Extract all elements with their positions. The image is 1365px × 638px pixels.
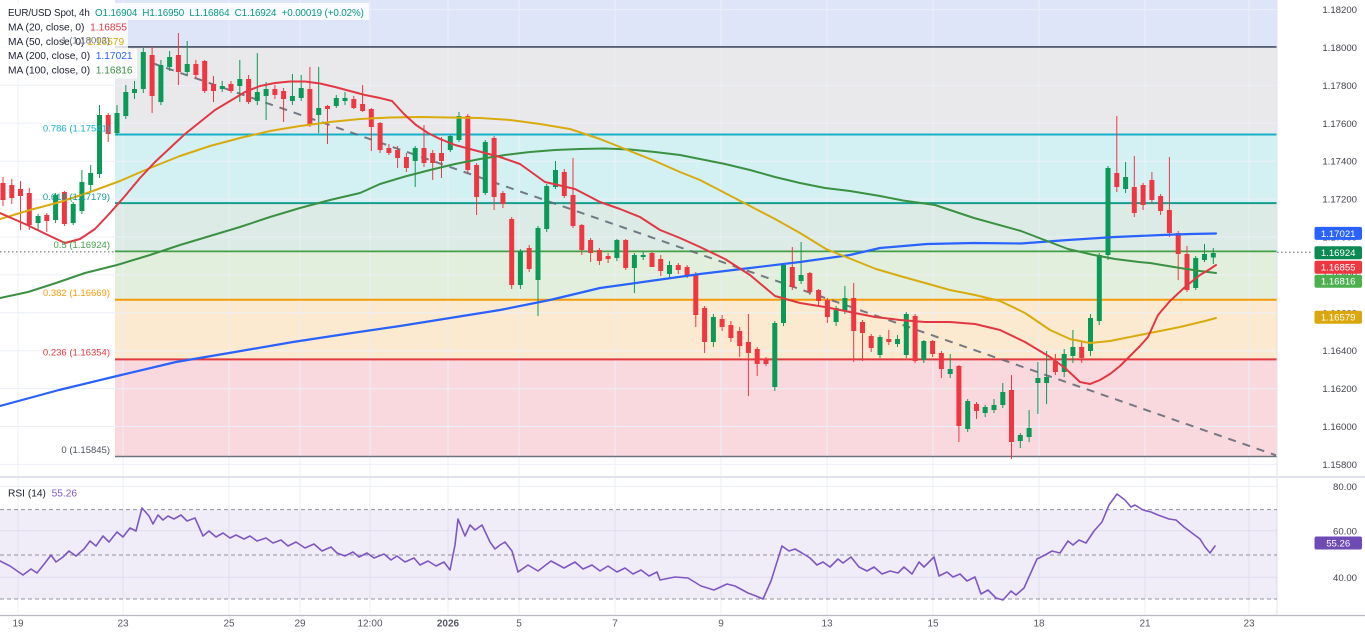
svg-text:1.18200: 1.18200	[1322, 5, 1357, 16]
svg-text:13: 13	[821, 619, 833, 630]
svg-text:1.17400: 1.17400	[1322, 157, 1357, 168]
svg-text:80.00: 80.00	[1333, 482, 1357, 493]
svg-text:0.382 (1.16669): 0.382 (1.16669)	[43, 288, 110, 299]
svg-text:18: 18	[1033, 619, 1045, 630]
svg-text:1.16579: 1.16579	[1321, 313, 1356, 324]
svg-text:15: 15	[927, 619, 939, 630]
svg-text:55.26: 55.26	[1326, 538, 1350, 549]
svg-text:1.18000: 1.18000	[1322, 43, 1357, 54]
svg-text:25: 25	[223, 619, 235, 630]
svg-text:MA (100, close, 0) 1.16816: MA (100, close, 0) 1.16816	[8, 65, 133, 76]
svg-text:1.16816: 1.16816	[1321, 277, 1356, 288]
svg-text:0.618 (1.17179): 0.618 (1.17179)	[43, 192, 110, 203]
svg-text:1.16855: 1.16855	[1321, 263, 1356, 274]
svg-text:9: 9	[718, 619, 724, 630]
svg-text:1.17800: 1.17800	[1322, 81, 1357, 92]
svg-text:12:00: 12:00	[357, 619, 382, 630]
svg-text:MA (200, close, 0) 1.17021: MA (200, close, 0) 1.17021	[8, 51, 133, 62]
svg-text:0 (1.15845): 0 (1.15845)	[61, 445, 110, 456]
svg-text:60.00: 60.00	[1333, 526, 1357, 537]
svg-text:MA (20, close, 0) 1.16855: MA (20, close, 0) 1.16855	[8, 23, 127, 34]
svg-text:21: 21	[1139, 619, 1151, 630]
svg-text:MA (50, close, 0) 1.16579: MA (50, close, 0) 1.16579	[8, 37, 124, 48]
svg-text:1.16200: 1.16200	[1322, 384, 1357, 395]
svg-text:23: 23	[117, 619, 129, 630]
svg-text:1.15800: 1.15800	[1322, 460, 1357, 471]
svg-text:0.236 (1.16354): 0.236 (1.16354)	[43, 348, 110, 359]
svg-text:19: 19	[12, 619, 24, 630]
svg-text:40.00: 40.00	[1333, 573, 1357, 584]
svg-text:1.16400: 1.16400	[1322, 346, 1357, 357]
svg-text:29: 29	[294, 619, 306, 630]
svg-text:RSI (14) 55.26: RSI (14) 55.26	[8, 489, 77, 500]
svg-text:1.17021: 1.17021	[1321, 229, 1356, 240]
svg-text:1.16000: 1.16000	[1322, 422, 1357, 433]
svg-text:0.5 (1.16924): 0.5 (1.16924)	[53, 240, 110, 251]
svg-text:23: 23	[1243, 619, 1255, 630]
svg-text:EUR/USD Spot, 4h O1.16904 H1: EUR/USD Spot, 4h O1.16904 H1.16950 L1.16…	[8, 8, 364, 19]
svg-text:1.17600: 1.17600	[1322, 119, 1357, 130]
svg-text:5: 5	[516, 619, 522, 630]
svg-text:0.786 (1.17541): 0.786 (1.17541)	[43, 124, 110, 135]
svg-text:7: 7	[612, 619, 618, 630]
svg-text:1 (1.18003): 1 (1.18003)	[61, 36, 110, 47]
svg-text:1.16924: 1.16924	[1321, 248, 1356, 259]
svg-text:1.17200: 1.17200	[1322, 195, 1357, 206]
svg-text:2026: 2026	[437, 619, 460, 630]
